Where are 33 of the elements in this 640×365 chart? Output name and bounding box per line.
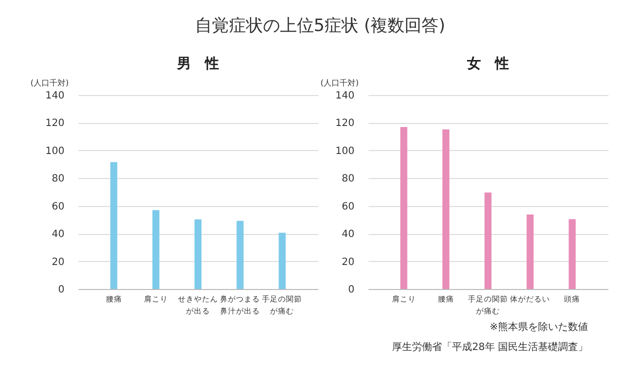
- text: 厚生労働省「平成28年 国民生活基礎調査」: [392, 340, 588, 355]
- bar: [526, 214, 534, 289]
- bar: [400, 127, 408, 289]
- y-tick-label: 140: [335, 90, 354, 102]
- bar: [236, 220, 244, 289]
- bar: [194, 219, 202, 289]
- bar: [442, 129, 450, 289]
- y-tick-label: 80: [52, 174, 64, 185]
- bar: [484, 192, 492, 289]
- y-tick-label: 120: [45, 118, 64, 130]
- y-tick-label: 60: [342, 201, 354, 212]
- y-tick-label: 140: [45, 90, 64, 102]
- y-tick-label: 40: [342, 229, 354, 240]
- chart-title: 女 性: [466, 56, 509, 72]
- y-tick-label: 0: [58, 284, 64, 296]
- bar: [152, 210, 160, 289]
- y-axis-title: (人口千対): [30, 78, 69, 88]
- y-tick-label: 40: [52, 229, 64, 240]
- y-tick-label: 20: [342, 256, 354, 268]
- bar: [568, 219, 576, 289]
- y-tick-label: 100: [45, 146, 64, 157]
- y-tick-label: 80: [342, 174, 354, 185]
- y-tick-label: 120: [335, 118, 354, 130]
- bar: [278, 232, 286, 289]
- y-tick-label: 20: [52, 256, 64, 268]
- text: 自覚症状の上位5症状 (複数回答): [194, 15, 446, 37]
- y-axis-title: (人口千対): [320, 78, 359, 88]
- y-tick-label: 60: [52, 201, 64, 212]
- y-tick-label: 0: [348, 284, 354, 296]
- chart-title: 男 性: [176, 56, 219, 72]
- text: ※熊本県を除いた数値: [488, 320, 588, 335]
- bar: [110, 162, 118, 289]
- y-tick-label: 100: [335, 146, 354, 157]
